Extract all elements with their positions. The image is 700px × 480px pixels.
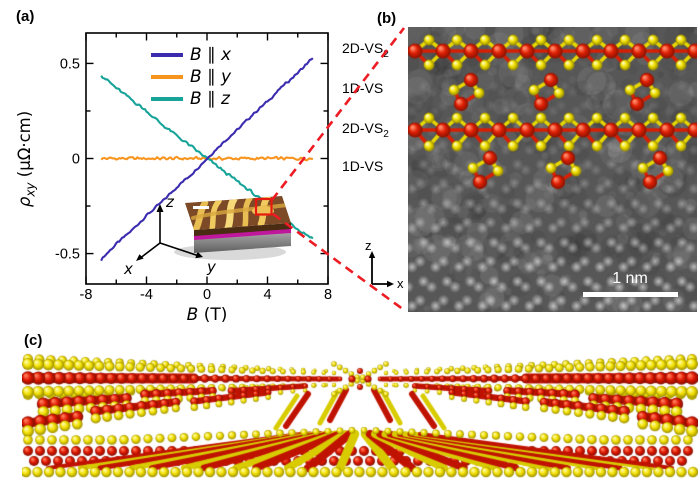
legend-item-b-parallel-z: B ∥ z [151,90,231,108]
scale-bar-label: 1 nm [612,270,648,287]
panel-b-label: (b) [377,10,397,27]
legend-label-y: B ∥ y [190,66,232,87]
tem-z-label: z [365,238,372,253]
layer-label-1d-vs-top: 1D-VS [342,80,384,96]
device-mini-scalebar [193,206,209,209]
device-inset [136,196,291,261]
x-axis-label: B (T) [147,305,267,325]
inset-x-label: x [124,260,133,278]
b-symbol: B [186,305,199,325]
panel-c-label: (c) [24,332,43,349]
x-tick-label: -4 [140,287,153,303]
legend-item-b-parallel-x: B ∥ x [151,46,231,64]
inset-y-label: y [207,258,216,276]
x-axis-units: (T) [203,305,228,325]
layer-label-2d-vs2-bottom: 2D-VS2 [342,120,389,140]
legend-label-x: B ∥ x [190,44,232,65]
chart-legend: B ∥ x B ∥ y B ∥ z [151,46,231,108]
z-arrowhead [156,204,164,212]
y-tick-label: 0.5 [60,56,80,72]
legend-item-b-parallel-y: B ∥ y [151,68,231,86]
legend-line-swatch-x [151,53,183,57]
legend-line-swatch-z [151,97,183,101]
scale-bar [583,292,678,297]
y-tick-label: -0.5 [55,247,80,263]
inset-z-label: z [166,193,174,211]
y-tick-label: 0 [72,152,80,168]
x-tick-label: -8 [80,287,93,303]
roi-red-square [254,197,273,216]
tem-x-arrowhead [387,280,394,288]
inset-axes-arrows [138,210,200,260]
device-magenta-layer [194,228,291,240]
y-arrowhead [195,251,203,259]
x-tick-label: 4 [263,287,271,303]
legend-label-z: B ∥ z [190,88,230,109]
x-tick-label: 0 [203,287,211,303]
layer-label-1d-vs-bottom: 1D-VS [342,158,384,174]
layer-label-2d-vs2-top: 2D-VS2 [342,40,389,60]
legend-line-swatch-y [151,75,183,79]
tem-image [408,27,697,312]
device-crystal-edge [194,223,291,236]
crystal-structure-render [22,348,698,480]
tem-x-label: x [397,276,404,291]
x-arrowhead [136,254,144,261]
panel-a-label: (a) [16,8,35,25]
